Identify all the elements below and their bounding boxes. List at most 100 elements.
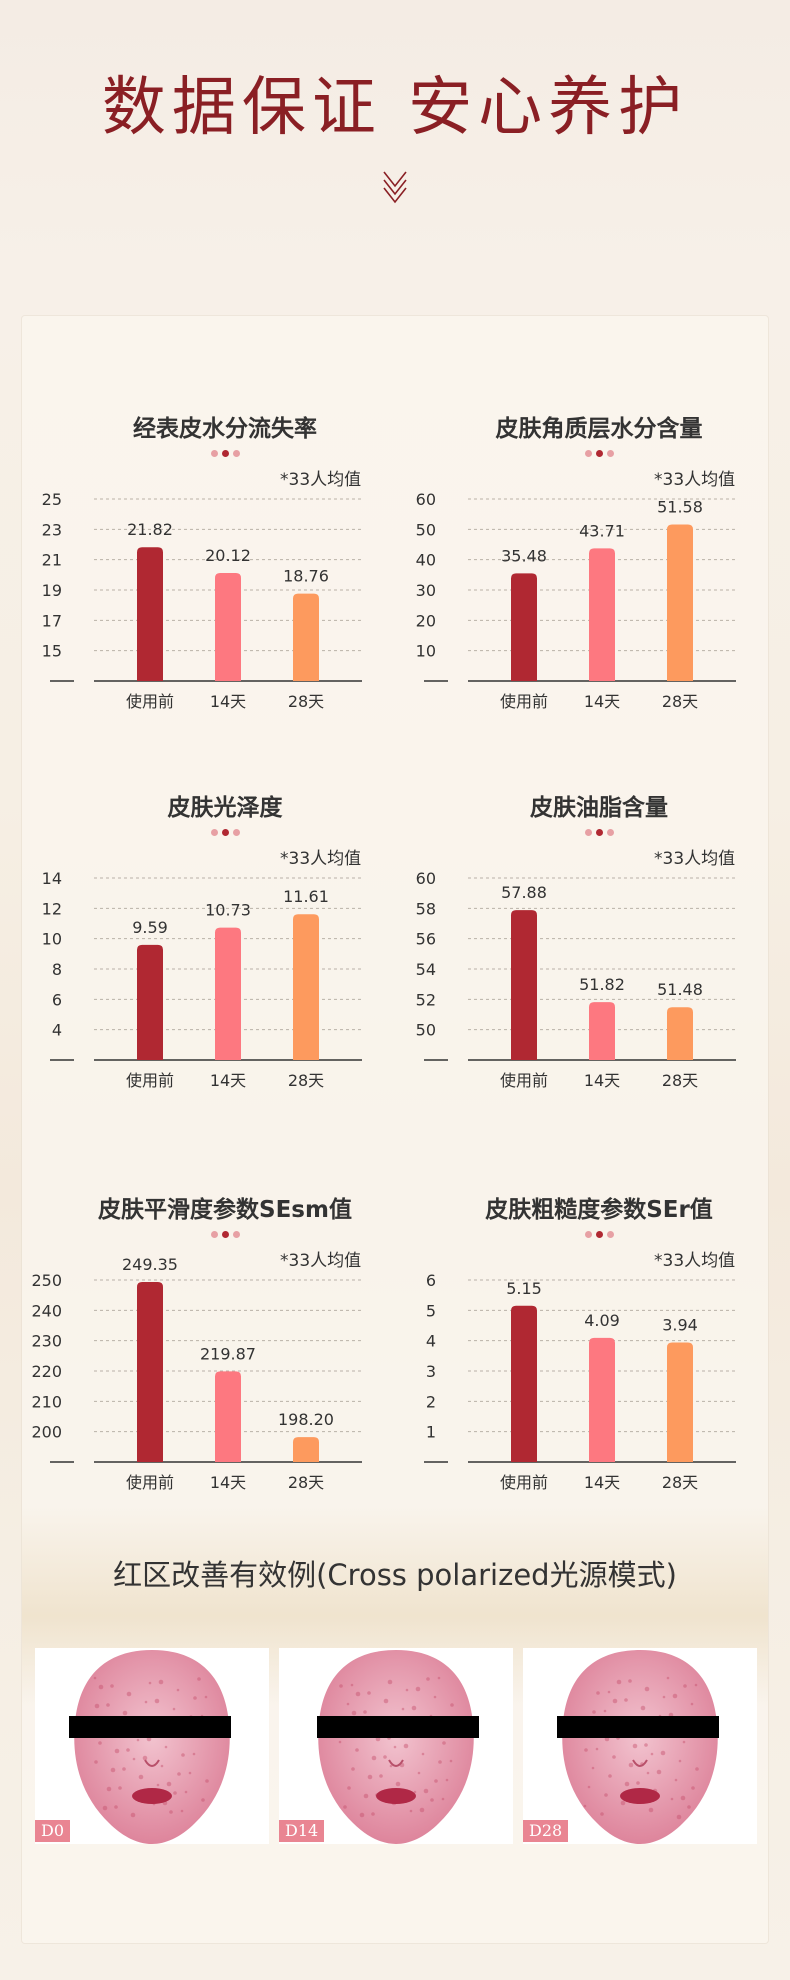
chart-stratum-corneum-moisture: 皮肤角质层水分含量 *33人均值 10 20 30 40 50 60 35.48 使用前 43.…	[414, 409, 784, 729]
chart-note: *33人均值	[280, 1251, 362, 1271]
redness-speck	[156, 1783, 160, 1787]
y-tick-label: 10	[416, 642, 436, 661]
redness-speck	[430, 1798, 434, 1802]
redness-speck	[148, 1681, 152, 1685]
redness-speck	[383, 1755, 387, 1759]
redness-speck	[587, 1785, 591, 1789]
bar-value-label: 3.94	[662, 1315, 698, 1334]
category-label: 28天	[288, 1071, 324, 1090]
category-label: 使用前	[126, 1071, 174, 1090]
redness-speck	[591, 1766, 595, 1770]
y-tick-label: 5	[426, 1301, 436, 1320]
chart-plot: 200 210 220 230 240 250 249.35 使用前 219.87 14天 198.…	[31, 1255, 362, 1492]
category-label: 使用前	[500, 1473, 548, 1492]
bar-value-label: 43.71	[579, 521, 625, 540]
chevron-down-icon	[383, 171, 407, 204]
bar-value-label: 249.35	[122, 1255, 178, 1274]
privacy-bar	[69, 1716, 231, 1738]
lips	[132, 1788, 172, 1804]
redness-speck	[347, 1786, 351, 1790]
redness-speck	[126, 1691, 132, 1697]
redness-speck	[405, 1688, 409, 1692]
redness-speck	[604, 1793, 608, 1797]
chart-title: 皮肤角质层水分含量	[495, 416, 703, 442]
redness-speck	[437, 1676, 441, 1680]
redness-speck	[656, 1769, 662, 1775]
bar-value-label: 10.73	[205, 901, 251, 920]
redness-speck	[434, 1779, 438, 1783]
redness-speck	[632, 1743, 638, 1749]
redness-speck	[393, 1745, 397, 1749]
chart-skin-gloss: 皮肤光泽度 *33人均值 4 6 8 10 12 14 9.59 使用前 10.73 14天 11.…	[40, 788, 410, 1108]
redness-speck	[583, 1804, 587, 1808]
day-tag: D14	[279, 1820, 325, 1842]
redness-speck	[118, 1786, 122, 1790]
redness-speck	[351, 1710, 357, 1716]
redness-speck	[164, 1745, 168, 1749]
redness-speck	[355, 1748, 359, 1752]
redness-speck	[624, 1698, 628, 1702]
redness-speck	[132, 1757, 136, 1761]
category-label: 使用前	[500, 1071, 548, 1090]
redness-speck	[142, 1755, 148, 1761]
redness-speck	[694, 1683, 698, 1687]
chart-note: *33人均值	[654, 1251, 736, 1271]
y-tick-label: 250	[31, 1271, 62, 1290]
redness-speck	[110, 1684, 114, 1688]
bar	[215, 1371, 241, 1462]
y-tick-label: 6	[426, 1271, 436, 1290]
y-tick-label: 60	[416, 490, 436, 509]
redness-speck	[401, 1707, 405, 1711]
redness-speck	[94, 1760, 98, 1764]
redness-speck	[204, 1695, 208, 1699]
redness-speck	[687, 1805, 691, 1809]
bar	[667, 1007, 693, 1060]
face-image	[317, 1650, 479, 1844]
redness-speck	[607, 1690, 611, 1694]
bar	[589, 1337, 615, 1462]
redness-speck	[114, 1748, 120, 1754]
chart-note: *33人均值	[654, 849, 736, 869]
y-tick-label: 230	[31, 1332, 62, 1351]
bar	[215, 927, 241, 1060]
section-title: 红区改善有效例(Cross polarized光源模式)	[113, 1558, 677, 1592]
bar	[137, 1281, 163, 1462]
redness-speck	[188, 1771, 192, 1775]
bar-value-label: 4.09	[584, 1311, 620, 1330]
redness-speck	[433, 1695, 437, 1699]
face-photo-d0: D0	[35, 1648, 269, 1844]
redness-speck	[379, 1774, 383, 1778]
bar	[137, 547, 163, 681]
chart-note: *33人均值	[280, 849, 362, 869]
redness-speck	[363, 1710, 367, 1714]
lips	[376, 1788, 416, 1804]
chart-note: *33人均值	[280, 470, 362, 490]
y-tick-label: 2	[426, 1392, 436, 1411]
bar-value-label: 219.87	[200, 1344, 256, 1363]
bar	[511, 573, 537, 681]
face-photo-d28: D28	[523, 1648, 757, 1844]
y-tick-label: 58	[416, 899, 436, 918]
redness-speck	[690, 1702, 694, 1706]
redness-speck	[682, 1740, 686, 1744]
category-label: 使用前	[126, 1473, 174, 1492]
y-tick-label: 240	[31, 1301, 62, 1320]
y-tick-label: 19	[42, 581, 62, 600]
redness-speck	[608, 1774, 612, 1778]
redness-speck	[154, 1698, 160, 1704]
bar	[511, 910, 537, 1060]
redness-speck	[423, 1788, 429, 1794]
redness-speck	[93, 1676, 97, 1680]
category-label: 14天	[210, 692, 246, 711]
redness-speck	[176, 1688, 180, 1692]
title-dots	[414, 826, 784, 836]
redness-speck	[417, 1771, 421, 1775]
y-tick-label: 50	[416, 520, 436, 539]
category-label: 28天	[662, 1071, 698, 1090]
category-label: 14天	[210, 1473, 246, 1492]
redness-speck	[144, 1700, 148, 1704]
y-tick-label: 40	[416, 551, 436, 570]
redness-speck	[650, 1752, 654, 1756]
bar	[667, 1342, 693, 1462]
redness-speck	[180, 1809, 184, 1813]
